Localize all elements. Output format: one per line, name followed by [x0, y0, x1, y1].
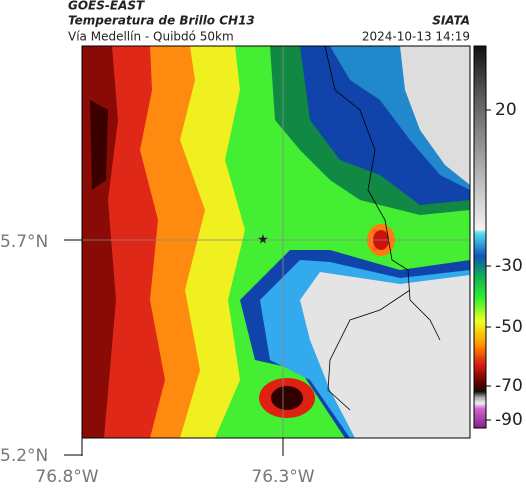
datetime: 2024-10-13 14:19 — [362, 30, 470, 44]
agency: GOES-EAST — [68, 0, 145, 13]
lat-label: 5.7°N — [0, 232, 48, 252]
colorbar-label: 20 — [495, 100, 517, 120]
satellite-image: ★ — [82, 46, 470, 438]
svg-text:★: ★ — [257, 233, 269, 248]
title: Temperatura de Brillo CH13 — [68, 14, 255, 28]
lon-label: 76.8°W — [35, 467, 98, 487]
colorbar-label: -30 — [495, 256, 523, 276]
colorbar-label: -90 — [495, 410, 523, 430]
lat-label: 5.2°N — [0, 446, 48, 466]
colorbar-label: -50 — [495, 317, 523, 337]
colorbar — [473, 45, 487, 429]
colorbar-ticks: 20 -30 -50 -70 -90 — [486, 100, 523, 430]
colorbar-label: -70 — [495, 376, 523, 396]
lon-label: 76.3°W — [251, 467, 314, 487]
org: SIATA — [432, 14, 470, 28]
subtitle: Vía Medellín - Quibdó 50km — [68, 30, 234, 44]
